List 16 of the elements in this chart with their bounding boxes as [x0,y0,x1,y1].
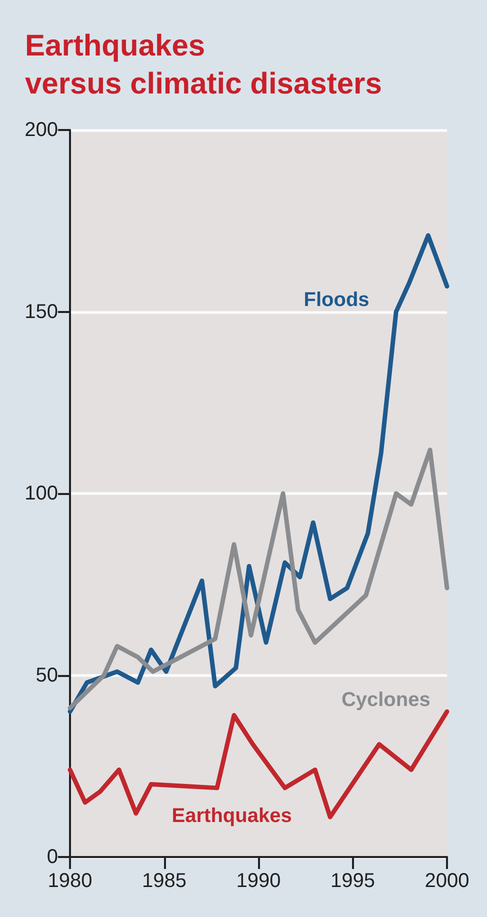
x-tick-label: 1980 [48,870,92,892]
text: Cyclones [341,688,430,711]
y-tick-label: 100 [24,482,58,504]
series-label: Earthquakes [172,805,292,828]
y-tick-label: 200 [24,119,58,141]
chart-title: Earthquakes versus climatic disasters [25,30,382,100]
y-tick-label: 50 [36,664,58,686]
y-tick-label: 0 [46,846,58,868]
line-series [68,448,450,710]
x-tick-label: 1990 [236,870,281,892]
series-label: Floods [304,288,370,311]
x-tick-label: 1995 [330,870,375,892]
x-tick-label: 2000 [424,870,470,892]
y-tick-label: 150 [24,300,58,323]
line-series [68,233,450,714]
x-tick-label: 1985 [142,870,186,892]
